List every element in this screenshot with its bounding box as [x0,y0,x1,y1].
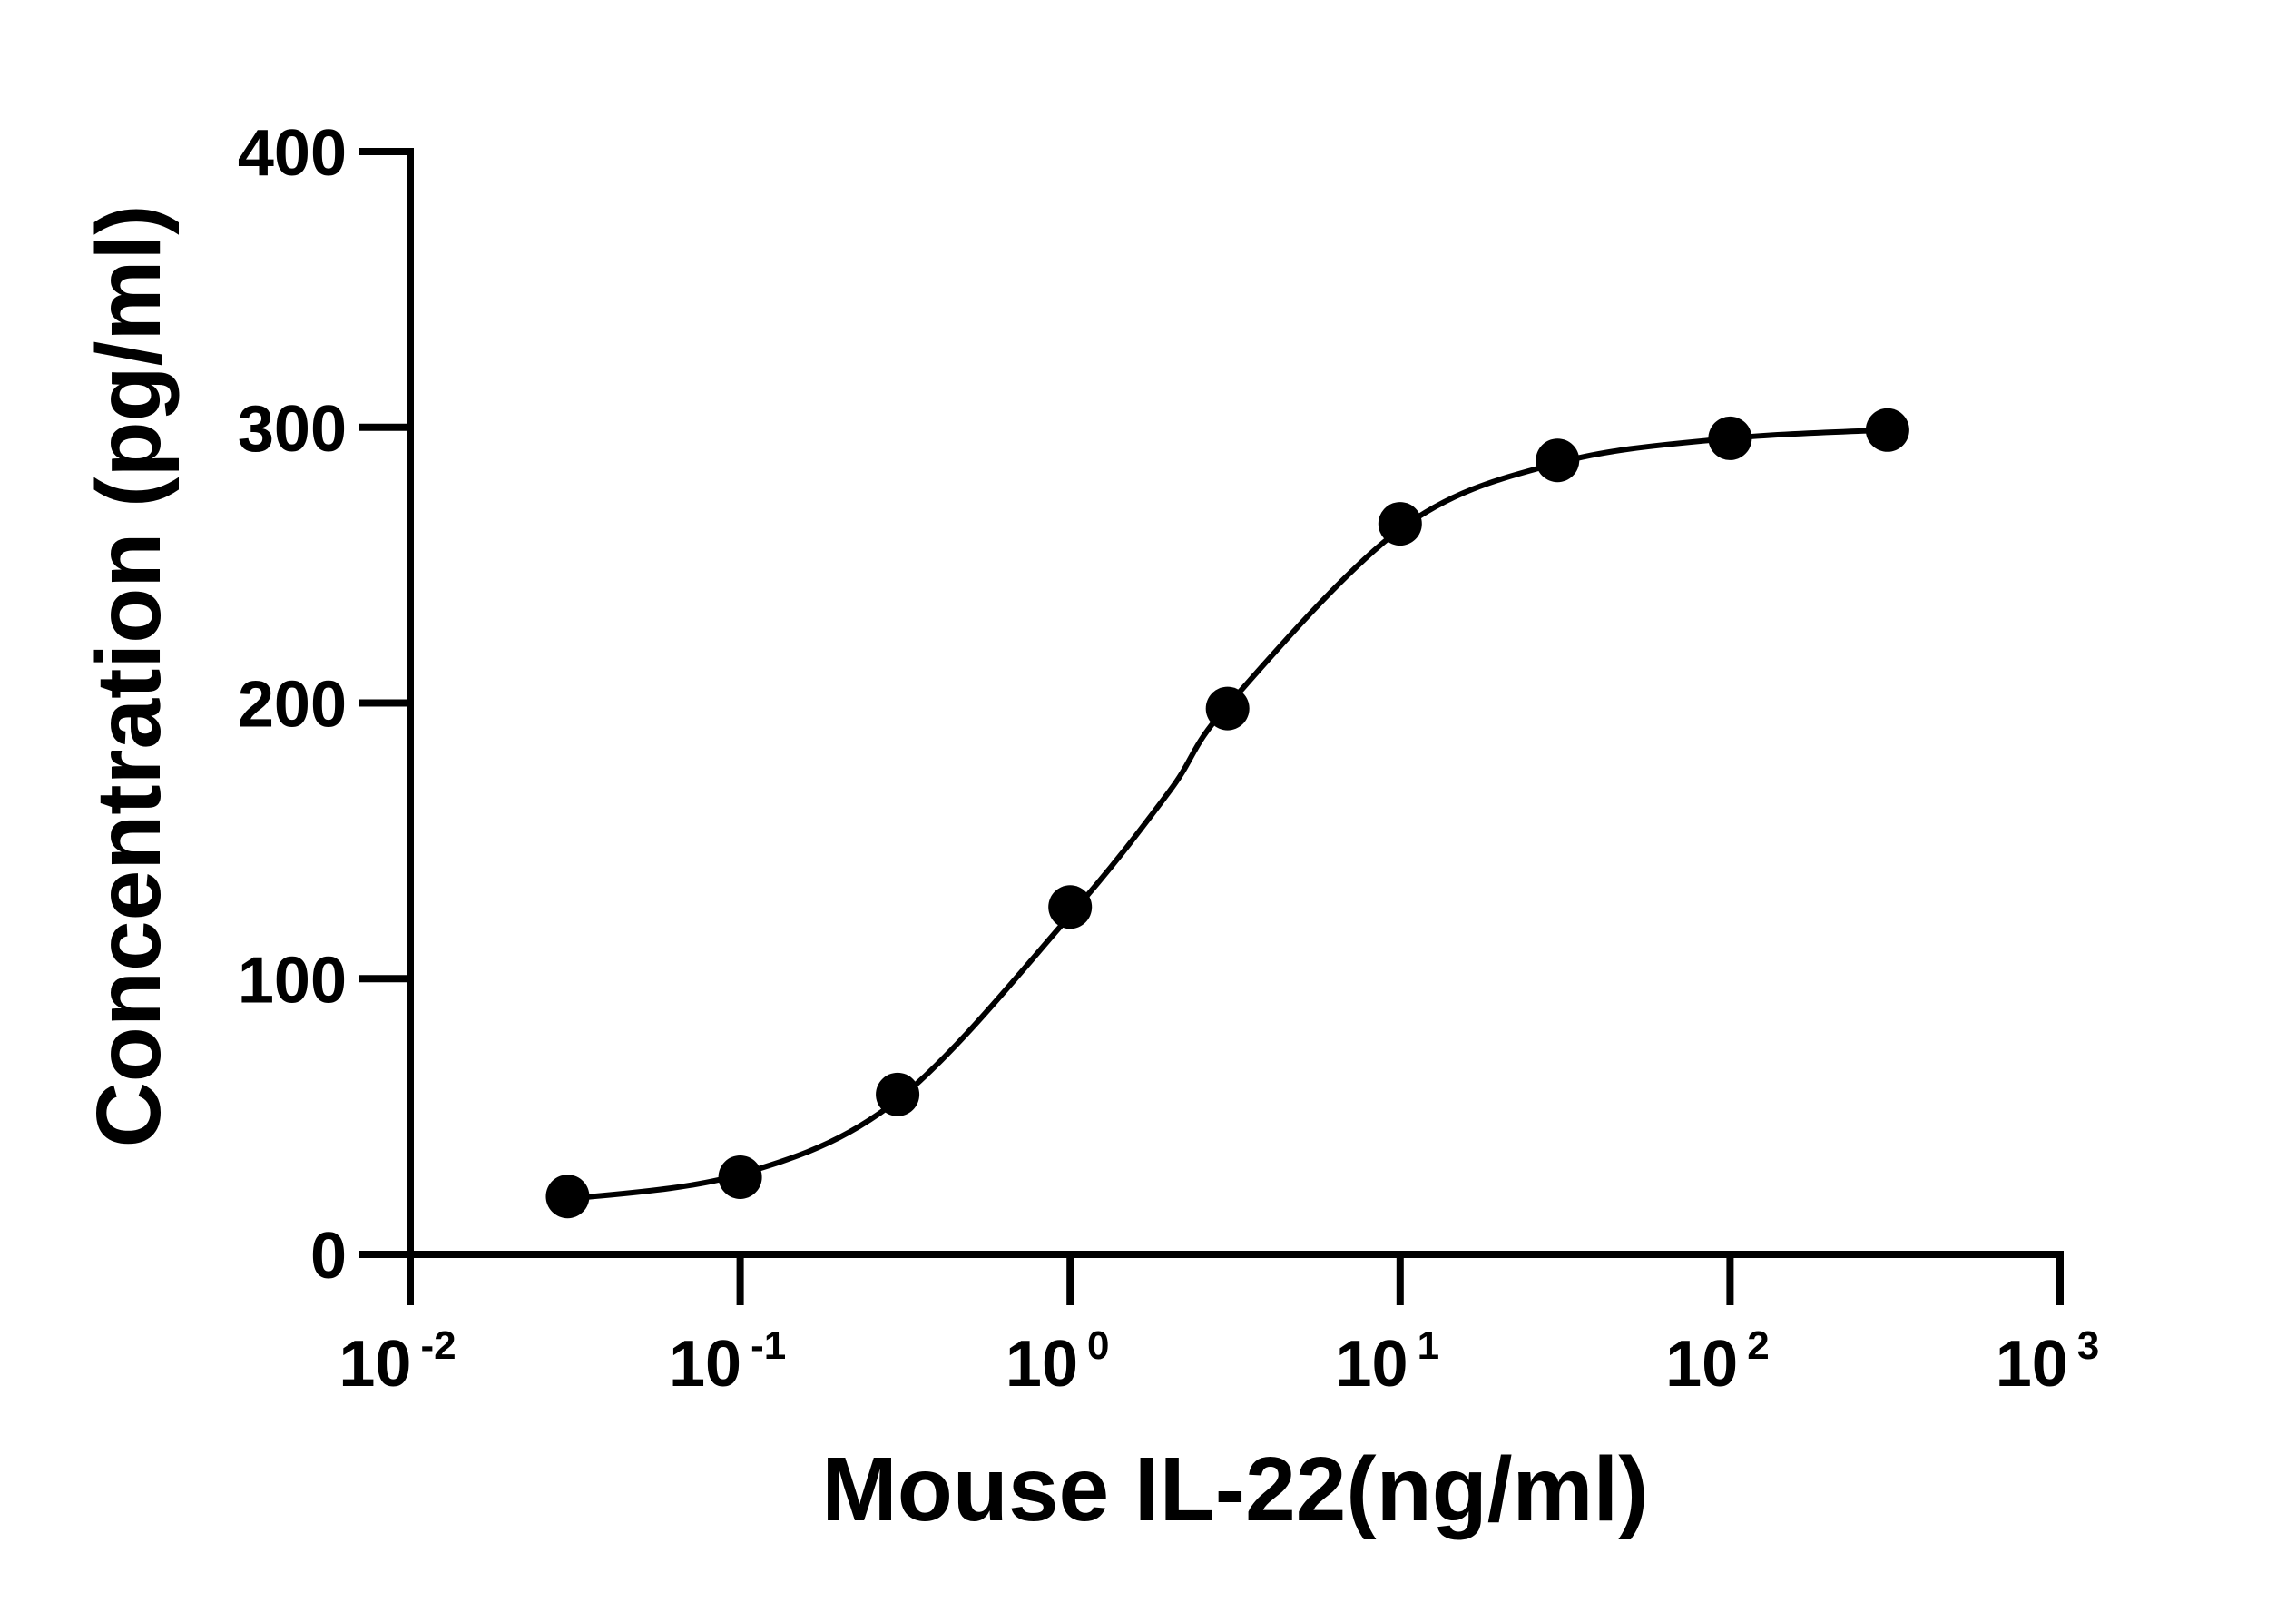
y-tick-label: 300 [238,393,347,466]
x-tick-base: 10 [339,1328,411,1401]
data-point [1865,408,1909,452]
x-tick-base: 10 [669,1328,741,1401]
data-point [545,1175,590,1219]
x-tick-exponent: -2 [420,1323,456,1368]
x-axis-title: Mouse IL-22(ng/ml) [821,1439,1648,1540]
y-tick-label: 0 [310,1220,347,1293]
x-tick-label: 10 -1 [669,1323,786,1401]
data-point [1205,686,1250,731]
data-point [1708,416,1752,460]
y-ticks: 0 100 200 300 400 [238,117,410,1293]
x-tick-exponent: 0 [1087,1323,1109,1368]
x-tick-exponent: 2 [1747,1323,1769,1368]
x-tick-label: 10 0 [1006,1323,1110,1401]
points-layer [545,408,1909,1219]
x-tick-label: 10 1 [1336,1323,1440,1401]
y-axis-title: Concentration (pg/ml) [78,205,180,1148]
x-tick-base: 10 [1006,1328,1078,1401]
y-tick-label: 100 [238,944,347,1017]
x-ticks: 10 -2 10 -1 10 0 10 1 10 2 10 3 [339,1254,2099,1401]
y-tick-label: 400 [238,117,347,190]
x-tick-label: 10 3 [1996,1323,2100,1401]
data-point [1536,438,1580,483]
x-tick-exponent: 3 [2077,1323,2099,1368]
fit-curve [567,427,1889,1203]
x-tick-base: 10 [1665,1328,1738,1401]
data-point [876,1072,920,1116]
y-tick-label: 200 [238,669,347,742]
fit-layer [567,427,1889,1203]
x-tick-base: 10 [1996,1328,2068,1401]
data-point [718,1155,762,1199]
x-tick-exponent: -1 [751,1323,786,1368]
data-point [1378,502,1422,546]
data-point [1048,885,1093,929]
x-tick-label: 10 2 [1665,1323,1770,1401]
x-tick-base: 10 [1336,1328,1408,1401]
x-tick-label: 10 -2 [339,1323,456,1401]
x-tick-exponent: 1 [1418,1323,1439,1368]
